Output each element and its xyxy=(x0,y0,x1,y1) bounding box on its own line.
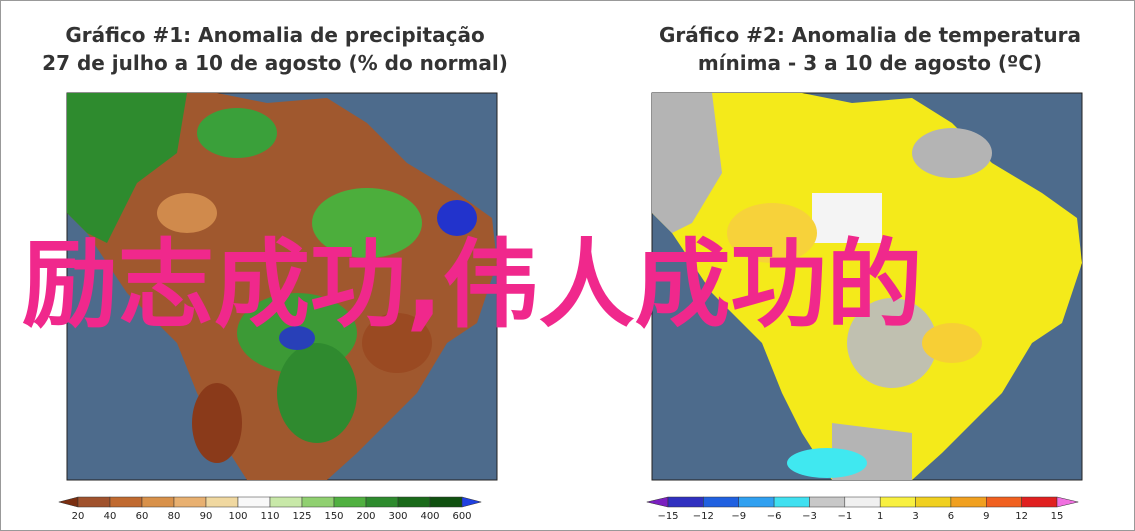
colorbar-segment xyxy=(365,496,399,508)
colorbar-segment xyxy=(429,496,463,508)
colorbar-label: 6 xyxy=(948,511,954,522)
colorbar-segment xyxy=(950,496,987,508)
colorbar-label: 150 xyxy=(324,511,343,522)
colorbar-label: 15 xyxy=(1051,511,1064,522)
colorbar-label: 3 xyxy=(912,511,918,522)
colorbar-segment xyxy=(301,496,335,508)
colorbar-segment xyxy=(109,496,143,508)
title: Gráfico #2: Anomalia de temperatura xyxy=(659,23,1081,47)
colorbar-segment xyxy=(269,496,303,508)
colorbar-label: 400 xyxy=(420,511,439,522)
colorbar-label: 600 xyxy=(452,511,471,522)
colorbar-label: 300 xyxy=(388,511,407,522)
subtitle: 27 de julho a 10 de agosto (% do normal) xyxy=(42,51,508,75)
colorbar-segment xyxy=(333,496,367,508)
title: Gráfico #1: Anomalia de precipitação xyxy=(65,23,484,47)
colorbar-label: 80 xyxy=(168,511,181,522)
colorbar-segment xyxy=(237,496,271,508)
map-temp xyxy=(651,92,1083,481)
colorbar-segment xyxy=(1021,496,1058,508)
colorbar: 20 40 60 80 90 100 110 125 150 200 300 400 600 xyxy=(57,496,483,522)
colorbar-segment xyxy=(773,496,810,508)
colorbar-label: 12 xyxy=(1015,511,1028,522)
colorbar-segment xyxy=(77,496,111,508)
colorbar-arrow xyxy=(461,496,483,508)
colorbar-segment xyxy=(844,496,881,508)
colorbar: −15 −12 −9 −6 −3 −1 1 3 6 9 12 15 xyxy=(646,496,1079,522)
colorbar-label: 200 xyxy=(356,511,375,522)
colorbar-segment xyxy=(879,496,916,508)
colorbar-segment xyxy=(986,496,1022,508)
colorbar-segment xyxy=(141,496,175,508)
colorbar-segment xyxy=(173,496,207,508)
map-precip xyxy=(66,92,498,481)
colorbar-label: −3 xyxy=(802,511,817,522)
colorbar-label: −6 xyxy=(767,511,782,522)
colorbar-label: 9 xyxy=(983,511,989,522)
colorbar-label: 110 xyxy=(260,511,279,522)
colorbar-label: 40 xyxy=(104,511,117,522)
colorbar-segment xyxy=(397,496,431,508)
colorbar-label: 125 xyxy=(292,511,311,522)
colorbar-label: −9 xyxy=(731,511,746,522)
colorbar-label: 60 xyxy=(136,511,149,522)
colorbar-label: 90 xyxy=(200,511,213,522)
colorbar-arrow xyxy=(1056,496,1079,508)
colorbar-label: −1 xyxy=(837,511,852,522)
colorbar-segment xyxy=(205,496,239,508)
colorbar-label: 100 xyxy=(228,511,247,522)
subtitle: mínima - 3 a 10 de agosto (ºC) xyxy=(698,51,1042,75)
colorbar-segment xyxy=(738,496,775,508)
overlay-text: 励志成功,伟人成功的 xyxy=(22,229,922,341)
colorbar-label: 1 xyxy=(877,511,883,522)
colorbar-segment xyxy=(667,496,704,508)
colorbar-segment xyxy=(703,496,739,508)
colorbar-segment xyxy=(809,496,846,508)
colorbar-label: −12 xyxy=(693,511,714,522)
colorbar-segment xyxy=(915,496,952,508)
colorbar-label: −15 xyxy=(657,511,678,522)
colorbar-label: 20 xyxy=(72,511,85,522)
